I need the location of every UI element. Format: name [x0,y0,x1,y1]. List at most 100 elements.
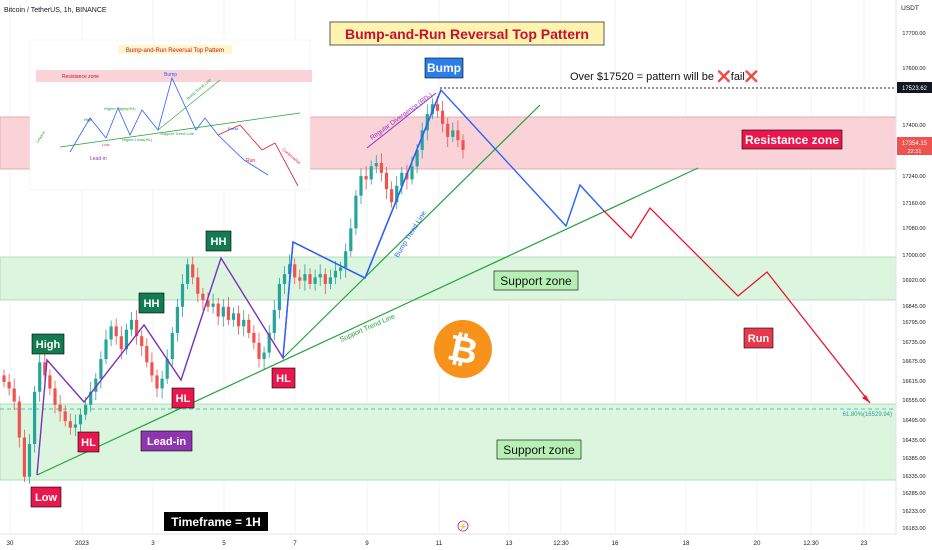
time-tick: 9 [365,540,369,547]
candle-body [109,326,113,340]
candle-body [196,277,200,294]
time-tick: 18 [683,540,690,547]
candle-body [53,388,57,405]
candle-body [247,319,251,333]
candle-body [216,303,220,317]
candle-body [231,313,236,320]
price-tick: 16233.00 [902,509,925,515]
label-hh-1: HH [138,292,165,314]
candle-body [272,310,276,333]
support-zone-lower-label: Support zone [496,439,582,460]
candle-body [140,336,144,347]
candle-body [165,359,169,379]
candle-body [27,444,32,477]
candle-body [410,166,414,180]
bitcoin-icon: ₿ [434,320,492,378]
price-tick: 16495.00 [902,418,925,424]
price-tick: 17240.00 [902,174,925,180]
label-high: High [31,333,65,355]
label-hh-2: HH [205,230,232,252]
support-zone-lower [0,403,897,481]
candle-body [461,140,465,150]
symbol-header: Bitcoin / TetherUS, 1h, BINANCE [4,7,107,14]
price-tick: 16920.00 [902,278,925,284]
candle-body [384,172,389,190]
inset-bump-line [157,79,221,131]
candle-body [145,346,149,363]
price-tick: 16385.00 [902,456,925,462]
time-tick: 2023 [75,540,89,547]
time-tick: 11 [436,540,443,547]
price-tick: 16845.00 [902,304,925,310]
time-tick: 5 [222,540,226,547]
support-zone-upper-label: Support zone [493,270,579,291]
candle-body [104,339,108,360]
label-hl-2: HL [171,387,195,409]
candlestick-series [2,96,465,484]
run-arrow-head [862,395,870,403]
time-tick: 12:30 [553,540,569,547]
candle-body [430,104,434,115]
time-axis-ticks: 30 2023 3 5 7 9 11 13 12:30 16 18 20 12:30 23 [7,540,868,547]
inset-lead-in: Lead-in [90,156,107,162]
price-tick: 17160.00 [902,201,925,207]
label-lead-in: Lead-in [140,430,193,452]
fail-note: Over $17520 = pattern will be ❌fail❌ [570,70,759,83]
candle-body [400,172,404,186]
price-tick: 16335.00 [902,474,925,480]
run-projection [602,206,871,404]
candle-body [78,414,83,425]
candle-body [99,359,103,379]
candle-body [318,274,322,278]
svg-text:High: High [36,339,61,351]
candle-body [354,195,358,229]
bump-leadin-segment [282,240,366,359]
candle-body [333,270,338,278]
candle-body [237,313,241,327]
candle-body [175,306,179,333]
candle-body [33,391,37,445]
candle-body [415,149,419,167]
price-tick: 16615.00 [902,379,925,385]
candle-body [150,362,154,376]
svg-text:HL: HL [276,373,291,385]
inset-support-line [59,112,301,148]
lightning-icon[interactable]: ⚡ [457,520,469,532]
inset-break-label: Break [228,126,238,131]
candle-body [129,319,134,330]
fib-618-label: 61.80%(16529.94) [843,412,892,418]
time-tick: 13 [506,540,513,547]
regular-divergence-line [366,92,437,149]
candle-body [2,375,6,382]
candle-body [420,130,424,150]
candle-body [390,189,394,203]
candle-body [252,332,256,343]
candle-body [43,362,47,376]
svg-text:Lead-in: Lead-in [147,436,186,448]
price-badge-fail: 17523.62 [897,82,932,93]
price-tick: 16285.00 [902,491,925,497]
time-axis[interactable] [0,534,896,550]
candle-body [257,342,261,360]
label-run: Run [743,327,774,349]
inset-lead-in-line: Lead-in [35,130,47,144]
candle-body [267,332,271,353]
inset-support-label: Support Trend Line [160,131,195,136]
timeframe-label: Timeframe = 1H [164,512,268,531]
svg-text:22:31: 22:31 [908,149,922,155]
candle-body [328,277,332,284]
candle-body [435,104,440,111]
candle-body [135,319,139,337]
candle-body [451,130,455,137]
time-tick: 30 [7,540,14,547]
candle-body [303,274,307,281]
time-tick: 20 [754,540,761,547]
candle-body [262,352,266,360]
svg-text:Low: Low [35,492,57,504]
currency-label: USDT [901,5,919,12]
price-tick: 16183.00 [902,526,925,532]
svg-text:HL: HL [81,437,96,449]
candle-body [68,421,72,428]
candle-body [323,274,327,284]
